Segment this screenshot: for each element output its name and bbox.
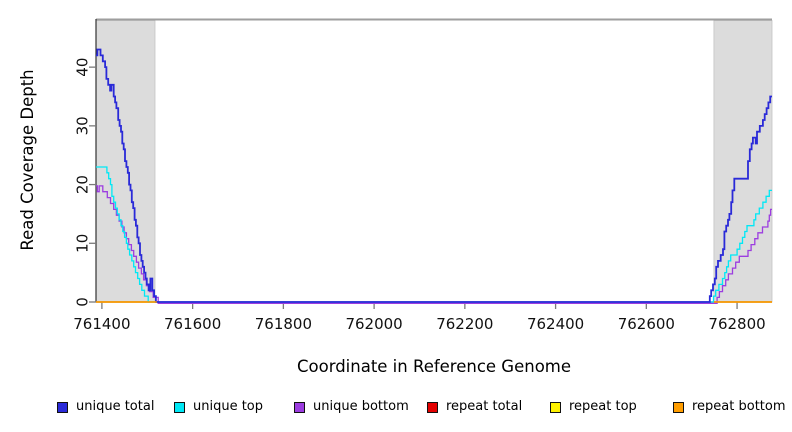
- x-tick-label: 762400: [527, 315, 584, 333]
- legend-label: repeat bottom: [692, 399, 786, 414]
- legend-swatch-repeat-top: [550, 401, 561, 413]
- series-line-unique-bottom: [96, 185, 772, 304]
- legend-label: unique total: [76, 399, 155, 414]
- legend-label: repeat total: [446, 399, 523, 414]
- series-line-unique-total: [96, 48, 772, 303]
- coverage-chart: 761400 761600 761800 762000 762200 762400 7626…: [18, 18, 773, 376]
- x-tick-label: 762000: [345, 315, 402, 333]
- y-tick-label: 10: [74, 234, 92, 253]
- x-tick-label: 762800: [708, 315, 765, 333]
- x-tick-label: 761800: [255, 315, 312, 333]
- x-tick-label: 761400: [73, 315, 130, 333]
- legend-item-repeat-top: repeat top: [550, 396, 637, 418]
- legend-swatch-unique-total: [57, 401, 68, 413]
- legend-label: unique bottom: [313, 399, 409, 414]
- repeat-region-band: [713, 20, 773, 303]
- chart-legend: unique total unique top unique bottom repea…: [0, 396, 792, 422]
- x-tick-label: 762200: [436, 315, 493, 333]
- legend-item-unique-top: unique top: [174, 396, 263, 418]
- y-tick-label: 0: [74, 297, 92, 307]
- y-axis-title: Read Coverage Depth: [18, 69, 37, 250]
- legend-item-repeat-bottom: repeat bottom: [673, 396, 786, 418]
- x-axis-title: Coordinate in Reference Genome: [297, 357, 571, 376]
- y-tick-label: 30: [74, 116, 92, 135]
- series-line-unique-top: [96, 166, 772, 303]
- legend-item-repeat-total: repeat total: [427, 396, 522, 418]
- legend-label: repeat top: [569, 399, 637, 414]
- legend-swatch-repeat-total: [427, 401, 438, 413]
- legend-swatch-repeat-bottom: [673, 401, 684, 413]
- legend-item-unique-bottom: unique bottom: [294, 396, 409, 418]
- y-tick-label: 20: [74, 175, 92, 194]
- legend-item-unique-total: unique total: [57, 396, 154, 418]
- y-tick-label: 40: [74, 58, 92, 77]
- legend-label: unique top: [193, 399, 264, 414]
- x-tick-label: 762600: [618, 315, 675, 333]
- x-tick-label: 761600: [164, 315, 221, 333]
- legend-swatch-unique-bottom: [294, 401, 305, 413]
- legend-swatch-unique-top: [174, 401, 185, 413]
